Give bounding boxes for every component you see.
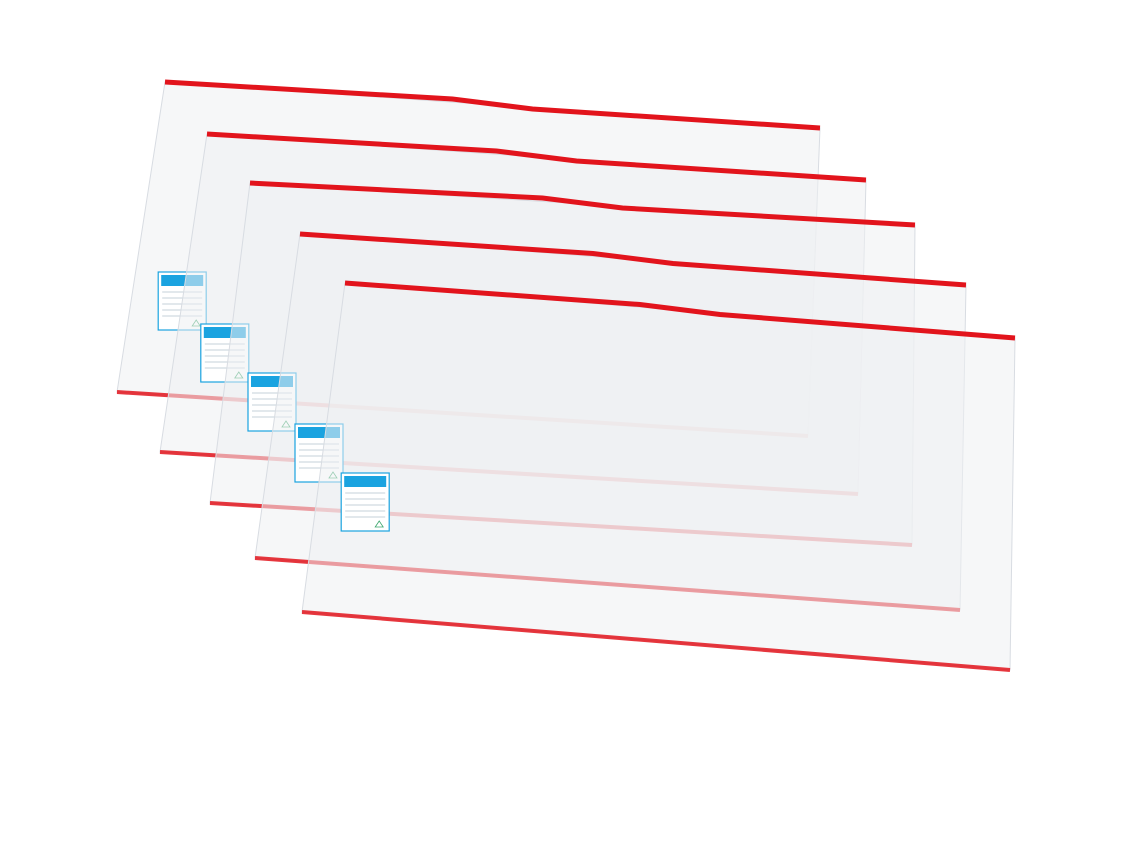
top-edge-tape — [249, 180, 916, 228]
label-header — [298, 427, 340, 438]
recycle-icon — [374, 520, 384, 528]
top-edge-tape — [206, 131, 867, 183]
top-edge-tape — [164, 79, 821, 131]
top-edge-tape — [344, 280, 1016, 341]
label-header — [161, 275, 204, 286]
label-header — [251, 376, 293, 387]
bottom-edge-tape — [301, 610, 1011, 672]
top-edge-tape — [299, 231, 967, 288]
label-header — [344, 476, 387, 487]
cover-sheet — [301, 282, 1016, 671]
label-header — [203, 327, 246, 338]
